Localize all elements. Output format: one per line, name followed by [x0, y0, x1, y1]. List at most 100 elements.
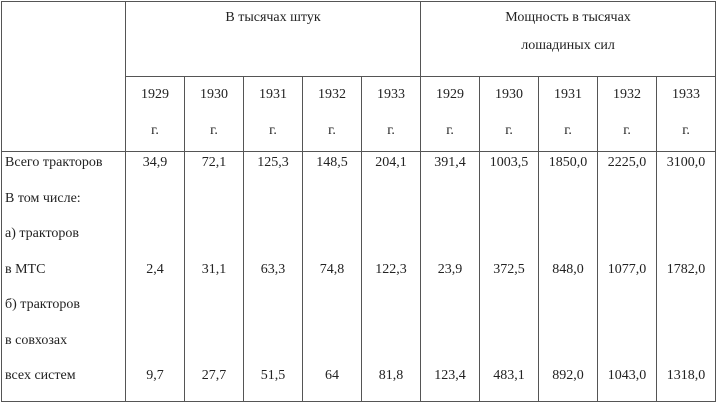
year-suffix: г. — [151, 123, 159, 138]
table-cell-value — [185, 223, 243, 259]
row-label: в совхозах — [5, 332, 68, 348]
year-header-power-1931: 1931 г. — [538, 76, 599, 152]
table-cell-value: 372,5 — [493, 261, 525, 277]
row-label: В том числе: — [5, 190, 81, 206]
table-cell-value: 148,5 — [316, 155, 348, 170]
table-cell-value — [185, 294, 243, 330]
table-cell-value — [657, 330, 715, 366]
col-units-1933: 204,1 122,3 81,8 — [360, 151, 422, 402]
table-cell-value — [539, 223, 597, 259]
table-cell-value: 1003,5 — [489, 155, 529, 170]
table-cell-value — [421, 223, 479, 259]
table-cell-value: 204,1 — [375, 155, 407, 170]
table-cell-value: 1043,0 — [607, 368, 647, 383]
table-cell-value: 23,9 — [437, 261, 463, 277]
table-cell-value — [303, 330, 361, 366]
year-label: 1931 — [259, 87, 287, 102]
table-cell-value — [126, 223, 184, 259]
table-cell-value — [598, 294, 656, 330]
table-cell-value — [362, 294, 420, 330]
table-cell-value: 1850,0 — [548, 155, 588, 170]
table-cell-value — [244, 188, 302, 224]
table-cell-value — [539, 330, 597, 366]
year-label: 1930 — [495, 87, 524, 102]
table-cell-value — [480, 223, 538, 259]
table-cell-value — [539, 294, 597, 330]
table-cell-value: 2,4 — [146, 261, 164, 277]
table-cell-value: 3100,0 — [666, 155, 706, 170]
table-cell-value — [244, 330, 302, 366]
header-power-line-2: лошадиных сил — [521, 38, 615, 53]
table-cell-value: 64 — [325, 368, 339, 383]
table-cell-value — [657, 223, 715, 259]
col-units-1931: 125,3 63,3 51,5 — [243, 151, 303, 402]
table-cell-value: 483,1 — [493, 368, 525, 383]
table-cell-value — [598, 188, 656, 224]
table-cell-value: 63,3 — [260, 261, 286, 277]
table-cell-value — [598, 330, 656, 366]
col-units-1932: 148,5 74,8 64 — [302, 151, 362, 402]
year-suffix: г. — [446, 123, 454, 138]
table-cell-value: 81,8 — [378, 368, 404, 383]
header-power: Мощность в тысячах лошадиных сил — [420, 1, 717, 77]
table-cell-value: 74,8 — [319, 261, 345, 277]
year-header-power-1930: 1930 г. — [479, 76, 540, 152]
year-suffix: г. — [564, 123, 572, 138]
year-label: 1931 — [554, 87, 583, 102]
year-label: 1933 — [377, 87, 406, 102]
table-cell-value — [244, 294, 302, 330]
table-cell-value: 27,7 — [201, 368, 227, 383]
year-suffix: г. — [387, 123, 395, 138]
table-cell-value — [303, 188, 361, 224]
row-label: Всего тракторов — [5, 155, 103, 170]
year-suffix: г. — [269, 123, 277, 138]
table-cell-value — [598, 223, 656, 259]
table-cell-value: 51,5 — [260, 368, 286, 383]
year-header-row: 1929 г. 1930 г. 1931 г. 1932 г. 1933 г. 1929 г. 1930… — [2, 76, 717, 152]
table-cell-value — [539, 188, 597, 224]
table-cell-value — [362, 330, 420, 366]
table-cell-value — [185, 188, 243, 224]
row-label: б) тракторов — [5, 297, 80, 312]
header-thousands-units: В тысячах штук — [124, 1, 422, 77]
year-label: 1933 — [672, 87, 701, 102]
year-header-units-1930: 1930 г. — [184, 76, 244, 152]
table-cell-value — [480, 330, 538, 366]
table-cell-value — [126, 330, 184, 366]
table-cell-value — [421, 294, 479, 330]
table-cell-value: 125,3 — [257, 155, 289, 170]
row-label: а) тракторов — [5, 226, 80, 241]
col-power-1931: 1850,0 848,0 892,0 — [538, 151, 599, 402]
row-label: в МТС — [5, 261, 46, 277]
year-label: 1930 — [200, 87, 228, 102]
year-header-units-1931: 1931 г. — [243, 76, 303, 152]
row-labels-cell: Всего тракторов В том числе: а) тракторов в… — [1, 151, 126, 402]
table-cell-value: 1318,0 — [666, 368, 706, 383]
table-cell-value — [126, 294, 184, 330]
col-power-1933: 3100,0 1782,0 1318,0 — [656, 151, 717, 402]
header-power-line-1: Мощность в тысячах — [505, 10, 631, 25]
table-cell-value — [126, 188, 184, 224]
table-cell-value — [244, 223, 302, 259]
col-power-1932: 2225,0 1077,0 1043,0 — [597, 151, 658, 402]
table-cell-value: 31,1 — [201, 261, 227, 277]
year-label: 1932 — [613, 87, 642, 102]
table-cell-value: 123,4 — [434, 368, 466, 383]
year-header-power-1933: 1933 г. — [656, 76, 717, 152]
year-header-power-1932: 1932 г. — [597, 76, 658, 152]
table-cell-value: 2225,0 — [607, 155, 647, 170]
year-header-power-1929: 1929 г. — [420, 76, 481, 152]
year-suffix: г. — [682, 123, 690, 138]
table-cell-value — [657, 294, 715, 330]
year-suffix: г. — [210, 123, 218, 138]
table-cell-value — [480, 188, 538, 224]
table-cell-value — [421, 330, 479, 366]
table-cell-value — [303, 223, 361, 259]
year-header-units-1932: 1932 г. — [302, 76, 362, 152]
table-cell-value — [303, 294, 361, 330]
table-cell-value: 1077,0 — [607, 261, 647, 277]
table-cell-value — [362, 223, 420, 259]
table-cell-value — [480, 294, 538, 330]
table-cell-value: 1782,0 — [666, 261, 706, 277]
table-cell-value — [657, 188, 715, 224]
